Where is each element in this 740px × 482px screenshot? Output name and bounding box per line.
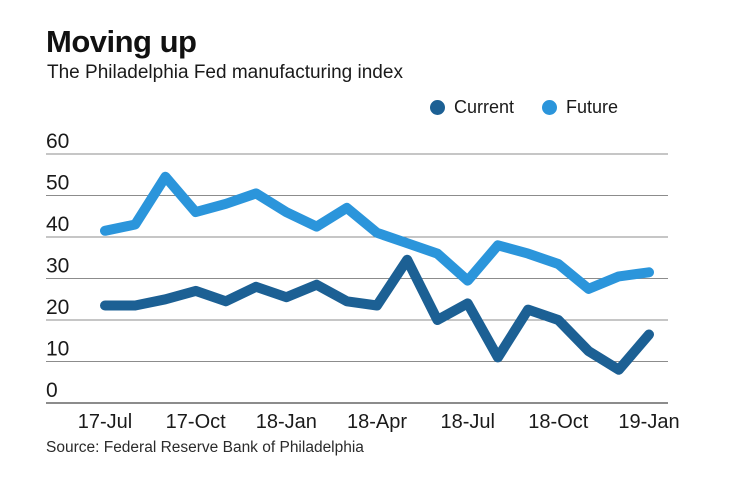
- y-tick-label: 60: [46, 130, 69, 153]
- x-tick-label: 18-Oct: [528, 411, 588, 433]
- y-tick-label: 10: [46, 338, 69, 361]
- legend-label-current: Current: [454, 97, 515, 117]
- series-line-future: [100, 171, 654, 294]
- legend-item-current: Current: [430, 97, 514, 118]
- legend: Current Future: [430, 97, 618, 118]
- x-tick-label: 18-Jan: [256, 411, 317, 433]
- y-tick-label: 30: [46, 255, 69, 278]
- y-tick-label: 50: [46, 172, 69, 195]
- y-tick-label: 0: [46, 379, 58, 402]
- chart-subtitle: The Philadelphia Fed manufacturing index: [47, 62, 403, 83]
- legend-dot-future-icon: [542, 100, 558, 115]
- legend-label-future: Future: [566, 97, 619, 117]
- legend-item-future: Future: [542, 97, 618, 118]
- x-tick-label: 17-Jul: [78, 411, 132, 433]
- page-title: Moving up: [46, 24, 197, 59]
- y-tick-label: 40: [46, 213, 69, 236]
- legend-dot-current-icon: [430, 100, 445, 115]
- source-note: Source: Federal Reserve Bank of Philadel…: [46, 439, 364, 456]
- x-tick-label: 19-Jan: [618, 411, 679, 433]
- x-tick-label: 18-Apr: [347, 411, 407, 433]
- series-line-current: [100, 254, 654, 375]
- y-tick-label: 20: [46, 296, 69, 319]
- x-tick-label: 17-Oct: [166, 411, 226, 433]
- x-tick-label: 18-Jul: [440, 411, 494, 433]
